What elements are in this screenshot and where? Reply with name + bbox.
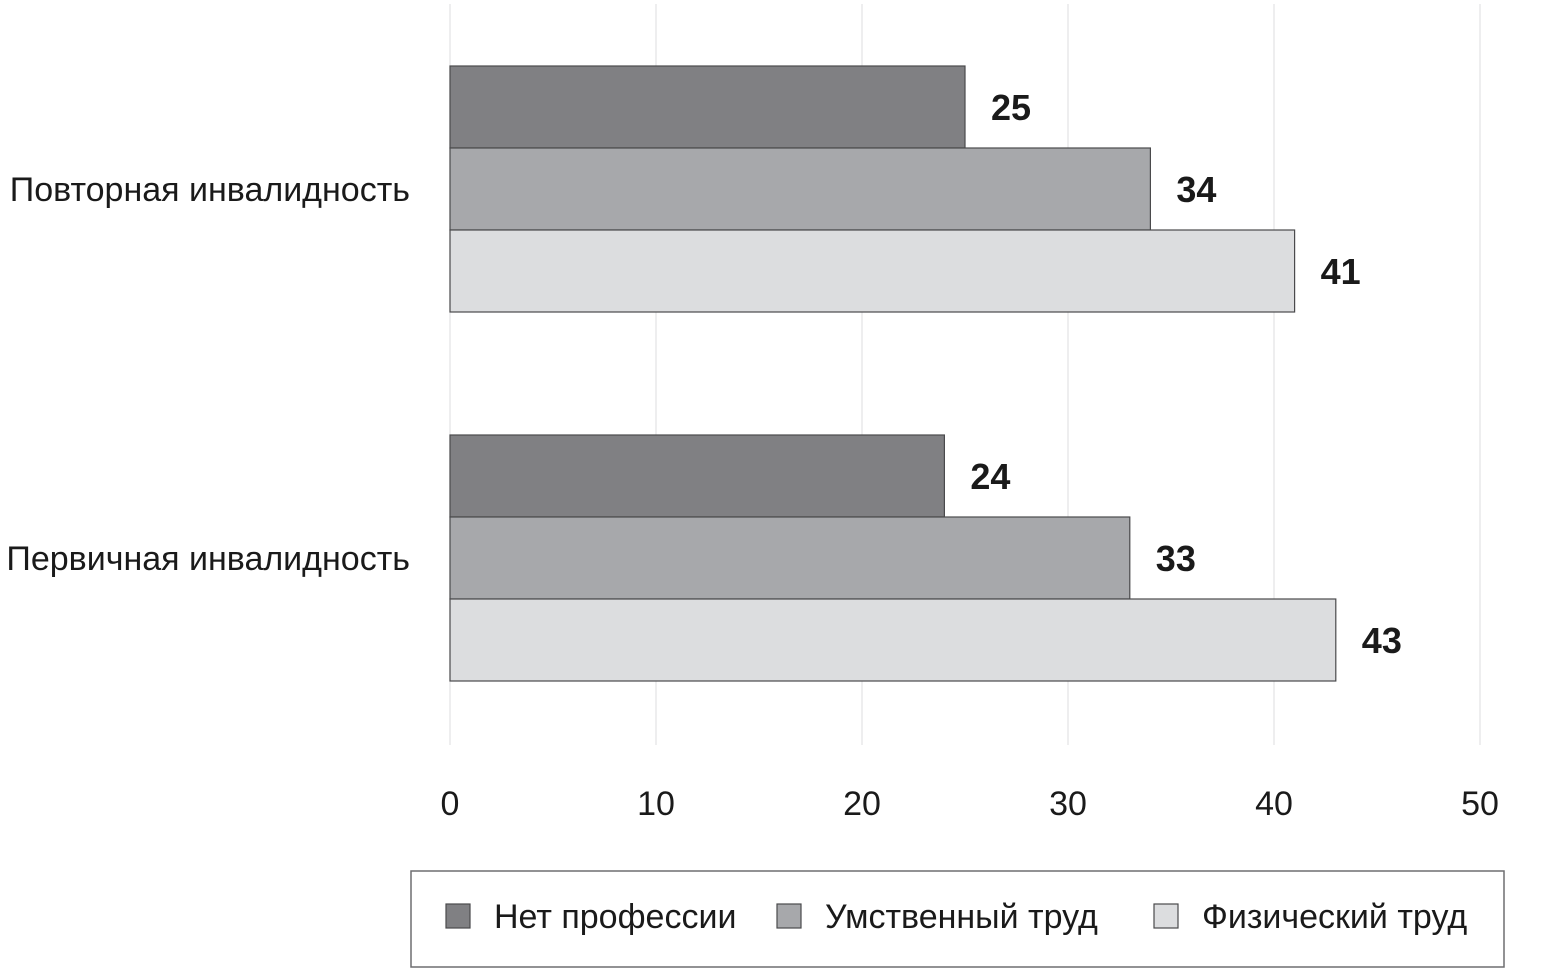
category-label: Повторная инвалидность [10,171,410,209]
data-label: 41 [1321,251,1361,292]
data-label: 33 [1156,538,1196,579]
legend: Нет профессии Умственный труд Физический т… [410,870,1505,968]
x-tick-label: 0 [441,785,460,823]
x-tick-label: 40 [1255,785,1293,823]
data-labels: 25 34 41 24 33 43 [970,87,1401,661]
data-label: 43 [1362,620,1402,661]
x-tick-label: 20 [843,785,881,823]
bars [449,65,1337,682]
category-label: Первичная инвалидность [6,540,410,578]
x-tick-label: 30 [1049,785,1087,823]
category-labels: Повторная инвалидность Первичная инвалидн… [6,171,410,578]
bar [449,516,1131,600]
legend-label: Умственный труд [825,898,1098,936]
data-label: 24 [970,456,1010,497]
data-label: 25 [991,87,1031,128]
legend-swatch [776,903,802,929]
bar [449,434,945,518]
x-axis-tick-labels: 0 10 20 30 40 50 [441,785,1499,823]
bar [449,65,966,149]
legend-swatch [445,903,471,929]
x-tick-label: 50 [1461,785,1499,823]
data-label: 34 [1176,169,1216,210]
legend-frame [410,870,1505,968]
bar [449,229,1296,313]
bar [449,147,1152,231]
legend-label: Физический труд [1202,898,1467,936]
legend-label: Нет профессии [494,898,736,936]
legend-swatch [1153,903,1179,929]
bar [449,598,1337,682]
x-tick-label: 10 [637,785,675,823]
